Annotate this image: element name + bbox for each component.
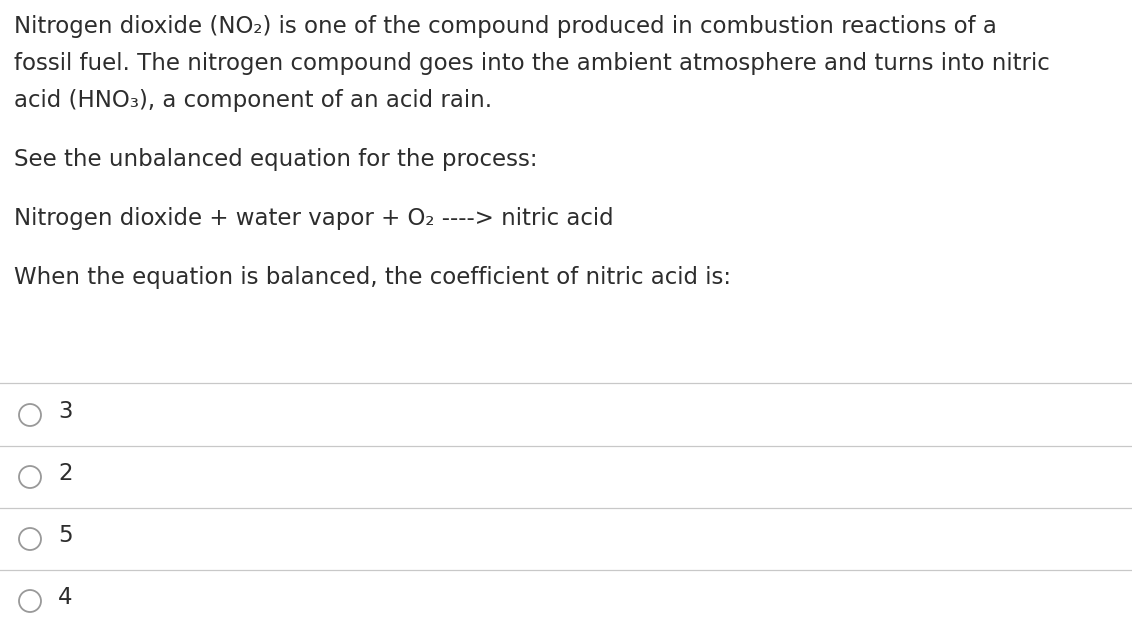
Text: 3: 3	[58, 401, 72, 423]
Text: acid (HNO₃), a component of an acid rain.: acid (HNO₃), a component of an acid rain…	[14, 89, 492, 112]
Text: See the unbalanced equation for the process:: See the unbalanced equation for the proc…	[14, 148, 538, 171]
Text: Nitrogen dioxide + water vapor + O₂ ----> nitric acid: Nitrogen dioxide + water vapor + O₂ ----…	[14, 207, 614, 230]
Text: Nitrogen dioxide (NO₂) is one of the compound produced in combustion reactions o: Nitrogen dioxide (NO₂) is one of the com…	[14, 15, 997, 38]
Text: When the equation is balanced, the coefficient of nitric acid is:: When the equation is balanced, the coeff…	[14, 266, 731, 289]
Text: fossil fuel. The nitrogen compound goes into the ambient atmosphere and turns in: fossil fuel. The nitrogen compound goes …	[14, 52, 1049, 75]
Text: 2: 2	[58, 463, 72, 485]
Text: 5: 5	[58, 525, 72, 547]
Text: 4: 4	[58, 586, 72, 609]
